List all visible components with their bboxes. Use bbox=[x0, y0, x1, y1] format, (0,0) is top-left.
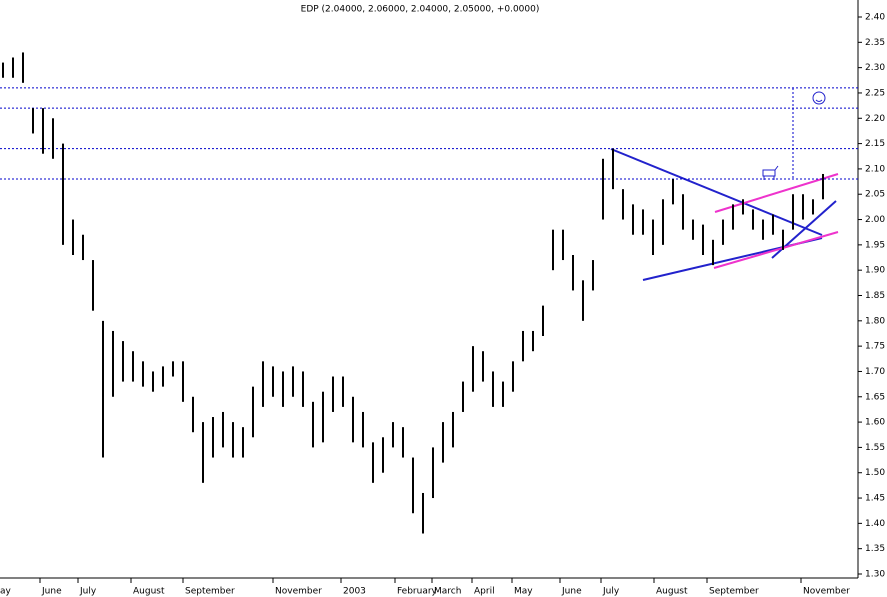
y-tick-label: 1.75 bbox=[865, 342, 885, 352]
x-tick-label: June bbox=[561, 587, 582, 597]
trendline bbox=[610, 148, 823, 236]
x-tick-label: May bbox=[514, 587, 533, 597]
x-tick-label: June bbox=[41, 587, 62, 597]
y-tick-label: 1.55 bbox=[865, 443, 885, 453]
smiley-mouth bbox=[815, 99, 823, 102]
x-tick-label: September bbox=[185, 587, 235, 597]
y-tick-label: 1.35 bbox=[865, 544, 885, 554]
x-tick-label: September bbox=[709, 587, 759, 597]
y-tick-label: 2.15 bbox=[865, 139, 885, 149]
x-tick-label: August bbox=[133, 587, 165, 597]
y-tick-label: 1.60 bbox=[865, 418, 885, 428]
trendlines bbox=[610, 88, 839, 281]
y-tick-label: 2.25 bbox=[865, 88, 885, 98]
y-tick-label: 1.30 bbox=[865, 570, 885, 580]
y-tick-label: 1.45 bbox=[865, 494, 885, 504]
y-tick-label: 1.80 bbox=[865, 316, 885, 326]
y-tick-label: 1.70 bbox=[865, 367, 885, 377]
x-tick-label: April bbox=[474, 587, 495, 597]
y-tick-label: 2.05 bbox=[865, 190, 885, 200]
y-tick-label: 2.00 bbox=[865, 215, 885, 225]
trendline bbox=[713, 231, 839, 269]
x-tick-label: July bbox=[602, 587, 620, 597]
x-tick-label: February bbox=[397, 587, 438, 597]
x-tick-label: March bbox=[434, 587, 461, 597]
trendline bbox=[714, 173, 839, 213]
bull-icon bbox=[762, 165, 779, 180]
y-tick-label: 1.65 bbox=[865, 392, 885, 402]
chart-title: EDP (2.04000, 2.06000, 2.04000, 2.05000,… bbox=[301, 5, 540, 15]
x-tick-label: July bbox=[79, 587, 97, 597]
y-tick-label: 2.30 bbox=[865, 63, 885, 73]
smiley-icon bbox=[812, 91, 826, 105]
x-tick-label: November bbox=[275, 587, 322, 597]
y-tick-label: 1.85 bbox=[865, 291, 885, 301]
y-tick-label: 2.20 bbox=[865, 114, 885, 124]
x-tick-label: 2003 bbox=[343, 587, 366, 597]
y-tick-label: 2.10 bbox=[865, 164, 885, 174]
y-tick-label: 1.95 bbox=[865, 240, 885, 250]
y-tick-label: 1.90 bbox=[865, 266, 885, 276]
x-tick-label: August bbox=[656, 587, 688, 597]
y-tick-label: 1.50 bbox=[865, 468, 885, 478]
y-tick-label: 2.40 bbox=[865, 13, 885, 23]
y-tick-label: 2.35 bbox=[865, 38, 885, 48]
y-tick-label: 1.40 bbox=[865, 519, 885, 529]
x-tick-label: November bbox=[803, 587, 850, 597]
x-tick-label: ay bbox=[0, 587, 12, 597]
